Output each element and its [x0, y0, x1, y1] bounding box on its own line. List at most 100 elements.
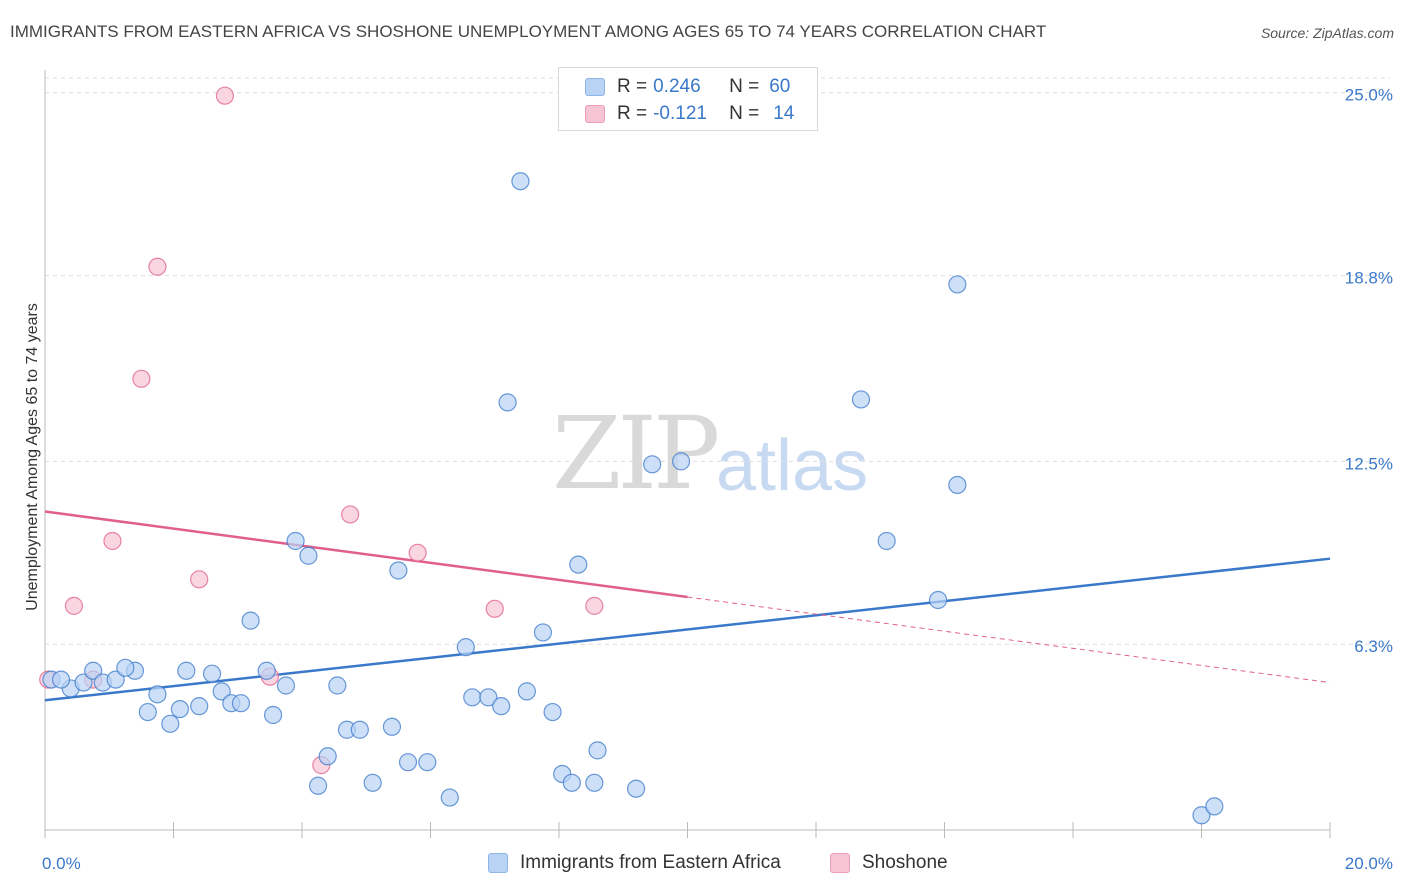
- point-eastern-africa: [308, 776, 328, 795]
- point-shoshone: [103, 531, 122, 551]
- point-eastern-africa: [1192, 806, 1211, 825]
- point-eastern-africa: [106, 670, 125, 689]
- point-eastern-africa: [418, 753, 437, 772]
- point-eastern-africa: [643, 455, 662, 474]
- point-eastern-africa: [928, 590, 948, 610]
- chart-title: IMMIGRANTS FROM EASTERN AFRICA VS SHOSHO…: [10, 22, 1047, 41]
- point-eastern-africa: [74, 673, 93, 692]
- point-eastern-africa: [463, 688, 482, 707]
- legend-row-shoshone: R = -0.121 N = 14: [585, 102, 794, 126]
- legend-r-label: R =: [617, 76, 648, 97]
- y-tick-label: 6.3%: [1354, 637, 1393, 656]
- point-eastern-africa: [161, 714, 180, 733]
- point-eastern-africa: [562, 773, 581, 792]
- point-eastern-africa: [263, 705, 283, 725]
- series-swatch-blue: [488, 853, 508, 873]
- point-eastern-africa: [170, 699, 190, 719]
- point-eastern-africa: [363, 773, 382, 792]
- point-eastern-africa: [569, 555, 588, 574]
- point-eastern-africa: [177, 661, 196, 680]
- point-shoshone: [485, 599, 504, 618]
- point-eastern-africa: [257, 661, 276, 680]
- legend-n-value: 14: [773, 103, 795, 124]
- watermark-atlas: atlas: [716, 426, 869, 506]
- point-shoshone: [190, 570, 209, 589]
- point-eastern-africa: [671, 452, 691, 471]
- point-shoshone: [64, 596, 84, 615]
- point-eastern-africa: [948, 275, 967, 294]
- point-eastern-africa: [543, 702, 562, 722]
- point-eastern-africa: [851, 390, 871, 409]
- point-eastern-africa: [276, 676, 296, 695]
- point-eastern-africa: [517, 682, 536, 701]
- point-eastern-africa: [588, 741, 607, 760]
- point-eastern-africa: [511, 172, 530, 191]
- point-eastern-africa: [190, 697, 209, 716]
- trend-lines: [44, 510, 1331, 702]
- trend-line-solid: [44, 510, 688, 599]
- point-eastern-africa: [241, 611, 260, 630]
- point-eastern-africa: [299, 546, 318, 565]
- legend-row-eastern-africa: R = 0.246 N = 60: [585, 75, 790, 99]
- point-eastern-africa: [498, 393, 517, 412]
- point-eastern-africa: [350, 720, 369, 739]
- point-eastern-africa: [533, 623, 553, 642]
- series-legend-shoshone: Shoshone: [830, 852, 948, 874]
- point-shoshone: [148, 257, 167, 276]
- point-shoshone: [408, 543, 427, 562]
- point-eastern-africa: [231, 694, 251, 713]
- point-eastern-africa: [51, 670, 71, 689]
- legend-n-value: 60: [769, 76, 791, 97]
- point-eastern-africa: [318, 747, 337, 766]
- point-eastern-africa: [148, 685, 167, 704]
- legend-r-value: 0.246: [653, 76, 701, 97]
- trend-line: [44, 557, 1331, 702]
- data-points: [39, 86, 1224, 825]
- gridlines: [45, 77, 1390, 645]
- legend-swatch-pink: [585, 105, 605, 123]
- point-eastern-africa: [328, 676, 347, 695]
- y-tick-label: 18.8%: [1345, 269, 1393, 288]
- legend-swatch-blue: [585, 78, 605, 96]
- point-shoshone: [132, 369, 151, 388]
- series-legend-label: Immigrants from Eastern Africa: [520, 852, 781, 873]
- series-legend: Immigrants from Eastern Africa Shoshone: [0, 852, 1406, 878]
- point-eastern-africa: [382, 717, 402, 736]
- point-eastern-africa: [116, 658, 135, 677]
- legend-r-label: R =: [617, 103, 648, 124]
- x-tick-label: 20.0%: [1345, 854, 1393, 873]
- point-eastern-africa: [212, 682, 231, 701]
- point-shoshone: [341, 505, 360, 524]
- point-eastern-africa: [440, 788, 459, 807]
- point-eastern-africa: [84, 661, 103, 680]
- axes: [44, 70, 1331, 838]
- series-legend-eastern-africa: Immigrants from Eastern Africa: [488, 852, 781, 874]
- point-eastern-africa: [389, 561, 408, 580]
- series-swatch-pink: [830, 853, 850, 873]
- trend-line-dashed: [687, 596, 1331, 684]
- point-eastern-africa: [626, 779, 646, 798]
- point-shoshone: [585, 596, 604, 615]
- point-eastern-africa: [398, 753, 418, 772]
- x-tick-label: 0.0%: [42, 854, 81, 873]
- point-shoshone: [215, 86, 234, 105]
- watermark-zip: ZIP: [552, 395, 720, 512]
- correlation-legend: R = 0.246 N = 60 R = -0.121 N = 14: [558, 67, 818, 131]
- legend-r-value: -0.121: [653, 103, 707, 124]
- point-eastern-africa: [1205, 797, 1224, 816]
- axis-labels: 6.3% 12.5% 18.8% 25.0% 0.0% 20.0% Unemployment…: [24, 86, 1393, 873]
- chart-source: Source: ZipAtlas.com: [1260, 25, 1394, 41]
- series-legend-label: Shoshone: [862, 852, 948, 873]
- legend-n-label: N =: [729, 103, 760, 124]
- point-eastern-africa: [479, 688, 498, 707]
- y-tick-label: 12.5%: [1345, 454, 1393, 473]
- point-eastern-africa: [948, 475, 967, 495]
- point-eastern-africa: [456, 638, 475, 657]
- legend-n-label: N =: [729, 76, 760, 97]
- point-eastern-africa: [585, 773, 604, 792]
- point-eastern-africa: [492, 697, 511, 716]
- point-eastern-africa: [877, 531, 896, 551]
- point-eastern-africa: [286, 531, 305, 551]
- point-eastern-africa: [138, 702, 157, 722]
